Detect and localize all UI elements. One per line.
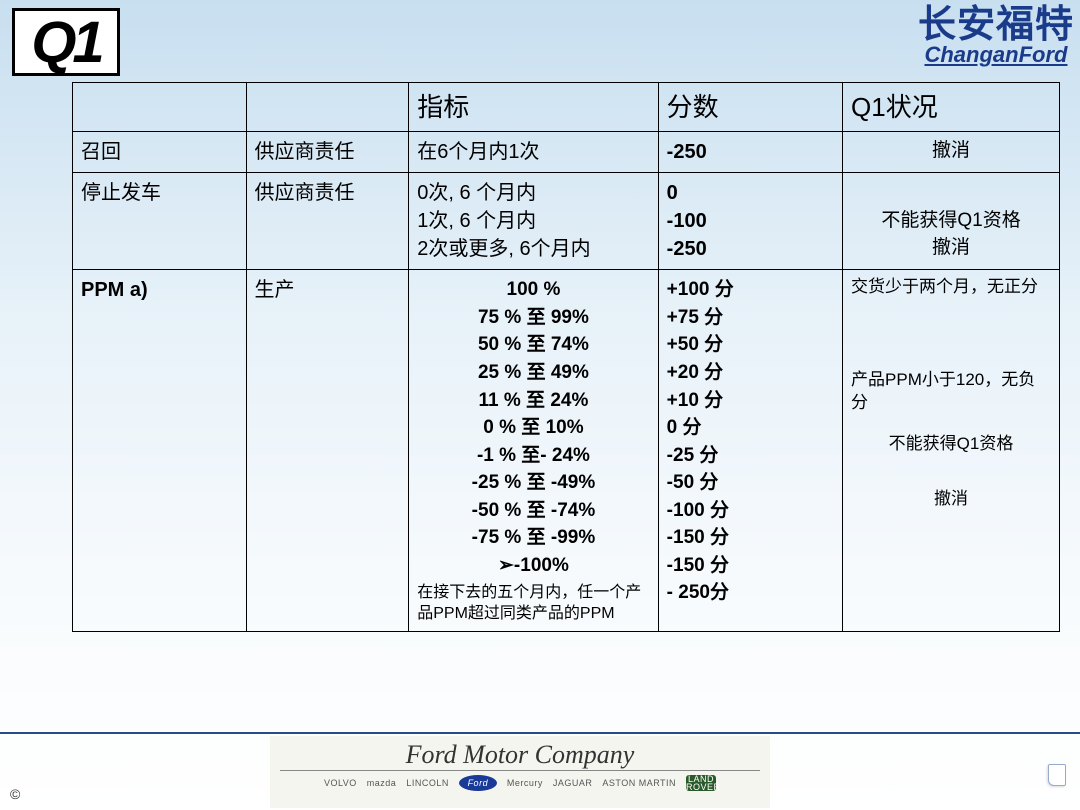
header-row: 指标 分数 Q1状况 <box>73 83 1060 132</box>
ppm-c5-b4: 撤消 <box>851 488 1051 511</box>
header-blank2 <box>246 83 409 132</box>
lincoln-logo: LINCOLN <box>406 778 449 788</box>
recall-c3: 在6个月内1次 <box>409 132 658 173</box>
ford-motor-company-script: Ford Motor Company <box>280 736 760 771</box>
header-blank1 <box>73 83 247 132</box>
ppm-c5-b2: 产品PPM小于120，无负分 <box>851 369 1051 415</box>
recall-c1: 召回 <box>73 132 247 173</box>
mazda-logo: mazda <box>367 778 397 788</box>
header-score: 分数 <box>658 83 842 132</box>
recall-c5: 撤消 <box>843 132 1060 173</box>
criteria-table: 指标 分数 Q1状况 召回 供应商责任 在6个月内1次 -250 撤消 停止发车… <box>72 82 1060 632</box>
ppm-c5-b3: 不能获得Q1资格 <box>851 433 1051 456</box>
row-ppm: PPM a) 生产 100 % 75 % 至 99% 50 % 至 74% 25… <box>73 270 1060 632</box>
brand-chinese: 长安福特 <box>918 6 1074 44</box>
land-rover-logo: LAND ROVER <box>686 775 716 791</box>
footer-brand-panel: Ford Motor Company VOLVO mazda LINCOLN F… <box>270 736 770 808</box>
row-recall: 召回 供应商责任 在6个月内1次 -250 撤消 <box>73 132 1060 173</box>
stop-c3: 0次, 6 个月内 1次, 6 个月内 2次或更多, 6个月内 <box>409 173 658 270</box>
page-curl-icon <box>1048 764 1066 786</box>
brand-logos-row: VOLVO mazda LINCOLN Ford Mercury JAGUAR … <box>270 775 770 791</box>
row-stop-ship: 停止发车 供应商责任 0次, 6 个月内 1次, 6 个月内 2次或更多, 6个… <box>73 173 1060 270</box>
brand-english: ChanganFord <box>918 44 1074 66</box>
volvo-logo: VOLVO <box>324 778 357 788</box>
stop-c4: 0 -100 -250 <box>658 173 842 270</box>
ppm-c3-cell: 100 % 75 % 至 99% 50 % 至 74% 25 % 至 49% 1… <box>409 270 658 632</box>
q1-logo-text: Q1 <box>31 9 100 76</box>
ppm-c3-note: 在接下去的五个月内，任一个产品PPM超过同类产品的PPM <box>417 583 649 625</box>
copyright-mark: © <box>10 786 20 802</box>
header-indicator: 指标 <box>409 83 658 132</box>
header-q1-status: Q1状况 <box>843 83 1060 132</box>
criteria-table-wrap: 指标 分数 Q1状况 召回 供应商责任 在6个月内1次 -250 撤消 停止发车… <box>72 82 1060 632</box>
stop-c1: 停止发车 <box>73 173 247 270</box>
ppm-c2: 生产 <box>246 270 409 632</box>
ppm-c5-cell: 交货少于两个月，无正分 产品PPM小于120，无负分 不能获得Q1资格 撤消 <box>843 270 1060 632</box>
stop-c5: 不能获得Q1资格 撤消 <box>843 173 1060 270</box>
recall-c4: -250 <box>658 132 842 173</box>
ppm-c5-b1: 交货少于两个月，无正分 <box>851 276 1051 299</box>
recall-c2: 供应商责任 <box>246 132 409 173</box>
stop-c2: 供应商责任 <box>246 173 409 270</box>
aston-martin-logo: ASTON MARTIN <box>602 778 676 788</box>
jaguar-logo: JAGUAR <box>553 778 593 788</box>
brand-block: 长安福特 ChanganFord <box>918 6 1074 66</box>
footer: Ford Motor Company VOLVO mazda LINCOLN F… <box>0 732 1080 810</box>
mercury-logo: Mercury <box>507 778 543 788</box>
ppm-c1: PPM a) <box>73 270 247 632</box>
q1-logo: Q1 <box>12 8 120 76</box>
ppm-c4: +100 分 +75 分 +50 分 +20 分 +10 分 0 分 -25 分… <box>658 270 842 632</box>
ppm-c3-ranges: 100 % 75 % 至 99% 50 % 至 74% 25 % 至 49% 1… <box>417 276 649 579</box>
ford-oval-logo: Ford <box>459 775 497 791</box>
